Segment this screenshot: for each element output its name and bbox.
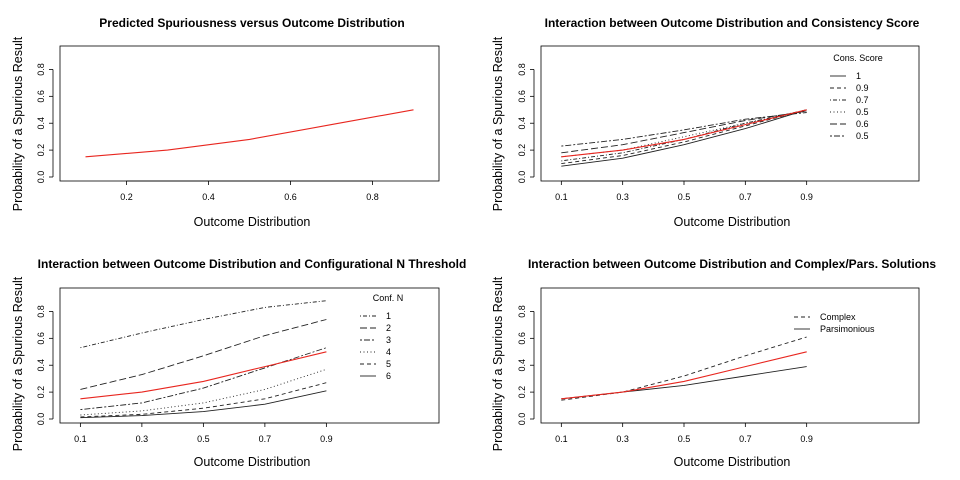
x-tick-label: 0.3 [136, 434, 149, 444]
plot-frame [59, 45, 440, 182]
x-tick-label: 0.2 [120, 192, 133, 202]
legend-label: 0.5 [856, 107, 869, 117]
y-axis-label: Probability of a Spurious Result [491, 36, 505, 211]
panel-title: Interaction between Outcome Distribution… [545, 16, 920, 30]
x-tick-label: 0.9 [800, 192, 813, 202]
legend-title: Cons. Score [833, 53, 883, 63]
series-line [561, 109, 807, 167]
x-tick-label: 0.7 [739, 192, 752, 202]
plot-area: 0.0 0.2 0.4 0.6 0.8 0.1 0.3 0.5 0.7 0.9 Conf. N 1 2 3… [36, 287, 440, 444]
y-axis-label: Probability of a Spurious Result [11, 276, 25, 451]
legend-label: 0.6 [856, 119, 869, 129]
panel-3: Interaction between Outcome Distribution… [11, 257, 466, 469]
series-line [561, 109, 807, 162]
legend-label: 2 [386, 323, 391, 333]
x-tick-label: 0.9 [320, 434, 333, 444]
x-axis-label: Outcome Distribution [674, 455, 791, 469]
y-tick-label: 0.4 [517, 117, 527, 130]
series-line-overall [561, 351, 807, 400]
y-tick-label: 0.2 [36, 144, 46, 157]
plot-frame [540, 287, 920, 424]
y-tick-label: 0.8 [36, 305, 46, 318]
y-tick-label: 0.8 [517, 305, 527, 318]
y-tick-label: 0.4 [36, 359, 46, 372]
series-line [80, 319, 327, 390]
plot-frame [59, 287, 440, 424]
panel-title: Interaction between Outcome Distribution… [38, 257, 467, 271]
y-axis-label: Probability of a Spurious Result [11, 36, 25, 211]
legend-label: 5 [386, 359, 391, 369]
plot-area: 0.0 0.2 0.4 0.6 0.8 0.1 0.3 0.5 0.7 0.9 Cons. Scor… [517, 45, 920, 202]
legend-label: 6 [386, 371, 391, 381]
plot-area: 0.0 0.2 0.4 0.6 0.8 0.1 0.3 0.5 0.7 0.9 Complex Par… [517, 287, 920, 444]
y-tick-label: 0.8 [36, 63, 46, 76]
y-tick-label: 0.6 [517, 332, 527, 345]
legend-label: 3 [386, 335, 391, 345]
x-tick-label: 0.6 [284, 192, 297, 202]
x-tick-label: 0.4 [202, 192, 215, 202]
legend-label: 1 [386, 311, 391, 321]
x-tick-label: 0.3 [616, 434, 629, 444]
x-tick-label: 0.7 [259, 434, 272, 444]
legend-label: Parsimonious [820, 324, 875, 334]
series-line [561, 366, 807, 400]
x-tick-label: 0.1 [74, 434, 87, 444]
x-tick-label: 0.5 [678, 434, 691, 444]
x-tick-label: 0.8 [366, 192, 379, 202]
x-tick-label: 0.7 [739, 434, 752, 444]
panel-1: Predicted Spuriousness versus Outcome Di… [11, 16, 440, 229]
legend-label: 0.5 [856, 131, 869, 141]
y-tick-label: 0.4 [517, 359, 527, 372]
y-tick-label: 0.6 [36, 90, 46, 103]
y-tick-label: 0.6 [36, 332, 46, 345]
legend-label: Complex [820, 312, 856, 322]
series-line-overall [561, 109, 807, 158]
legend-label: 4 [386, 347, 391, 357]
series-line [561, 336, 807, 401]
y-tick-label: 0.6 [517, 90, 527, 103]
y-tick-label: 0.4 [36, 117, 46, 130]
series-line [561, 110, 807, 154]
y-tick-label: 0.0 [517, 171, 527, 184]
y-tick-label: 0.8 [517, 63, 527, 76]
legend-title: Conf. N [373, 293, 404, 303]
y-tick-label: 0.0 [36, 171, 46, 184]
y-tick-label: 0.0 [36, 413, 46, 426]
series-line [80, 300, 327, 349]
x-tick-label: 0.5 [678, 192, 691, 202]
y-tick-label: 0.0 [517, 413, 527, 426]
x-tick-label: 0.5 [197, 434, 210, 444]
panel-2: Interaction between Outcome Distribution… [491, 16, 920, 229]
legend-label: 0.9 [856, 83, 869, 93]
x-tick-label: 0.3 [616, 192, 629, 202]
x-axis-label: Outcome Distribution [194, 455, 311, 469]
x-tick-label: 0.9 [800, 434, 813, 444]
series-line [80, 347, 327, 411]
legend-label: 0.7 [856, 95, 869, 105]
plot-area: 0.0 0.2 0.4 0.6 0.8 0.2 0.4 0.6 0.8 [36, 45, 440, 202]
x-axis-label: Outcome Distribution [194, 215, 311, 229]
panel-4: Interaction between Outcome Distribution… [491, 257, 936, 469]
series-line [80, 382, 327, 418]
y-tick-label: 0.2 [36, 386, 46, 399]
panel-title: Predicted Spuriousness versus Outcome Di… [99, 16, 404, 30]
y-tick-label: 0.2 [517, 144, 527, 157]
series-line [80, 390, 327, 419]
legend-label: 1 [856, 71, 861, 81]
x-tick-label: 0.1 [555, 192, 568, 202]
y-axis-label: Probability of a Spurious Result [491, 276, 505, 451]
series-line [561, 112, 807, 147]
y-tick-label: 0.2 [517, 386, 527, 399]
panel-title: Interaction between Outcome Distribution… [528, 257, 936, 271]
series-line-overall [80, 351, 327, 400]
x-axis-label: Outcome Distribution [674, 215, 791, 229]
x-tick-label: 0.1 [555, 434, 568, 444]
series-line-overall [85, 109, 414, 158]
